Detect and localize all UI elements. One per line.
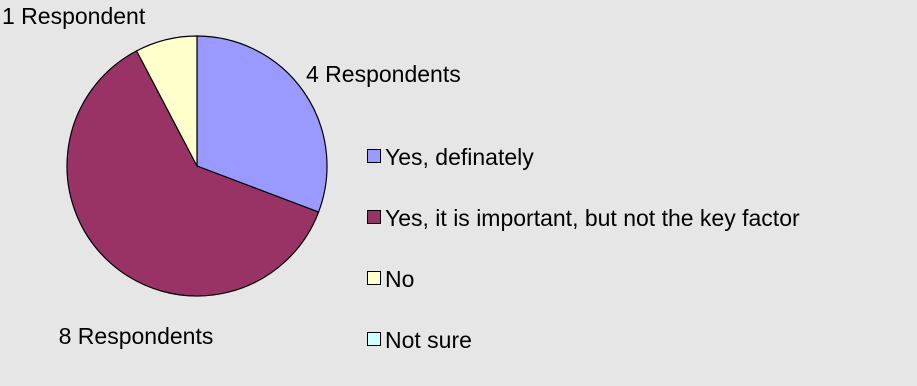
legend-label: No <box>385 266 415 292</box>
pie-slice <box>135 35 198 167</box>
pie-slice <box>66 50 320 297</box>
legend-swatch <box>367 210 381 224</box>
legend-label: Yes, it is important, but not the key fa… <box>385 205 800 231</box>
legend-swatch <box>367 332 381 346</box>
data-label: 1 Respondent <box>2 3 146 29</box>
legend-swatch <box>367 271 381 285</box>
legend-label: Yes, definately <box>385 144 534 170</box>
pie-plot-area: 4 Respondents 8 Respondents 1 Respondent <box>2 3 461 349</box>
pie-slice <box>196 35 328 213</box>
data-label: 8 Respondents <box>59 323 214 349</box>
legend-label: Not sure <box>385 327 472 353</box>
data-label: 4 Respondents <box>306 61 461 87</box>
legend-swatch <box>367 149 381 163</box>
pie-chart: 4 Respondents 8 Respondents 1 Respondent Y… <box>2 3 800 353</box>
